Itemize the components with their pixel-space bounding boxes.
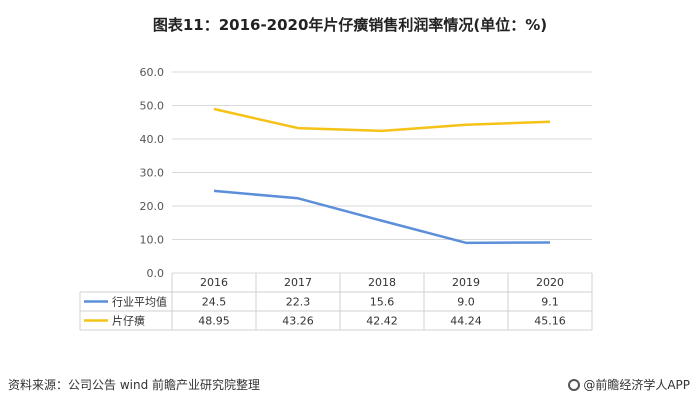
x-tick-label-4: 2020 (536, 276, 564, 289)
y-tick-label-2: 20.0 (140, 200, 165, 213)
x-tick-label-1: 2017 (284, 276, 312, 289)
y-tick-label-0: 0.0 (147, 267, 165, 280)
x-tick-label-2: 2018 (368, 276, 396, 289)
y-tick-label-6: 60.0 (140, 66, 165, 79)
data-label-1-4: 45.16 (534, 315, 566, 328)
y-tick-label-1: 10.0 (140, 234, 165, 247)
brand-logo-icon (568, 378, 581, 391)
series-line-0 (213, 189, 551, 245)
chart-title: 图表11：2016-2020年片仔癀销售利润率情况(单位：%) (152, 16, 548, 34)
brand-footer: @前瞻经济学人APP (568, 376, 690, 393)
data-label-0-4: 9.1 (541, 296, 559, 309)
line-chart: 0.0 10.0 20.0 30.0 40.0 50.0 60.0 2016 2017 2018… (79, 66, 593, 331)
y-tick-label-4: 40.0 (140, 133, 165, 146)
data-label-1-2: 42.42 (366, 315, 398, 328)
data-label-0-0: 24.5 (202, 296, 227, 309)
y-tick-label-5: 50.0 (140, 100, 165, 113)
x-tick-label-3: 2019 (452, 276, 480, 289)
x-tick-label-0: 2016 (200, 276, 228, 289)
data-label-1-0: 48.95 (198, 315, 230, 328)
data-label-1-1: 43.26 (282, 315, 314, 328)
legend-label-0: 行业平均值 (112, 296, 167, 309)
y-axis-ticks: 0.0 10.0 20.0 30.0 40.0 50.0 60.0 (140, 66, 165, 280)
data-label-0-2: 15.6 (370, 296, 395, 309)
source-note: 资料来源：公司公告 wind 前瞻产业研究院整理 (8, 378, 261, 392)
brand-text: @前瞻经济学人APP (583, 378, 690, 392)
grid-lines (172, 71, 592, 274)
series-lines (213, 107, 551, 245)
legend-label-1: 片仔癀 (112, 314, 145, 328)
y-tick-label-3: 30.0 (140, 167, 165, 180)
data-label-0-1: 22.3 (286, 296, 311, 309)
data-table: 2016 2017 2018 2019 2020 行业平均值 24.5 22.3 15.6 9.0… (79, 273, 593, 331)
series-line-1 (213, 107, 551, 133)
data-label-0-3: 9.0 (457, 296, 475, 309)
data-label-1-3: 44.24 (450, 315, 482, 328)
